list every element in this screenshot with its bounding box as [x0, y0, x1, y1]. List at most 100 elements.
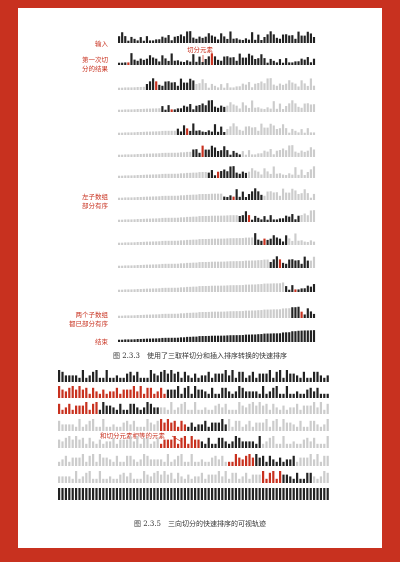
bar: [75, 457, 78, 466]
bar: [88, 471, 91, 483]
bar: [272, 101, 275, 112]
bar: [272, 34, 275, 43]
bar: [248, 441, 251, 448]
bar: [179, 108, 183, 112]
bar: [211, 443, 214, 448]
bar: [207, 426, 210, 431]
bar: [164, 195, 167, 200]
bar: [182, 263, 186, 268]
bar: [232, 166, 235, 178]
bar: [303, 241, 306, 245]
bar: [229, 238, 232, 245]
bar: [183, 478, 187, 483]
bar: [260, 240, 263, 245]
bar: [238, 129, 241, 135]
bar: [133, 242, 136, 245]
bar: [319, 375, 323, 382]
bar: [244, 126, 248, 135]
bar: [292, 441, 295, 448]
caption: 图 2.3.3 使用了三取样切分和插入排序转换的快速排序: [113, 351, 287, 360]
bar: [197, 389, 200, 398]
bar: [204, 193, 207, 200]
bar: [71, 488, 74, 500]
bar: [167, 240, 170, 245]
bar: [126, 389, 129, 398]
bar: [257, 284, 260, 292]
bar: [245, 472, 248, 483]
bar: [213, 85, 217, 90]
bar: [217, 311, 220, 318]
bar: [229, 335, 232, 342]
bar: [294, 103, 297, 112]
bar: [254, 310, 257, 318]
bar: [266, 259, 269, 268]
bar: [145, 241, 149, 245]
bar: [192, 123, 195, 135]
bar: [268, 437, 272, 448]
bar: [92, 387, 95, 398]
bar: [133, 154, 136, 157]
bar: [309, 240, 312, 245]
bar: [127, 315, 130, 318]
bar: [210, 193, 213, 200]
bar: [189, 172, 192, 178]
bar: [224, 441, 227, 448]
bar: [189, 239, 192, 245]
bar: [285, 83, 288, 90]
bar: [155, 338, 158, 342]
bar: [217, 215, 220, 222]
bar: [260, 108, 263, 112]
bar: [118, 154, 121, 157]
bar: [285, 370, 289, 382]
bar: [251, 168, 254, 178]
bar: [177, 455, 180, 466]
bar: [269, 173, 272, 178]
bar: [124, 339, 127, 342]
bar: [124, 62, 127, 65]
bar: [112, 488, 115, 500]
bar: [265, 441, 268, 448]
bar: [166, 419, 170, 431]
bar: [173, 109, 176, 112]
bar: [255, 443, 258, 448]
bar: [61, 424, 64, 431]
bar: [296, 488, 299, 500]
bar: [306, 472, 309, 483]
bar: [161, 55, 164, 65]
bar: [282, 393, 285, 398]
bar: [279, 370, 282, 382]
bar: [109, 459, 112, 466]
bar: [272, 387, 275, 398]
bar: [183, 461, 187, 466]
bar: [126, 373, 129, 382]
bar: [194, 386, 197, 398]
bar: [241, 426, 244, 431]
bar: [272, 154, 275, 157]
bar: [198, 152, 201, 157]
bar: [121, 175, 124, 178]
bar: [176, 128, 179, 135]
bar: [291, 240, 294, 245]
bar: [192, 109, 195, 112]
bar: [155, 131, 158, 135]
bar: [275, 85, 278, 90]
bar: [176, 36, 179, 43]
bar: [213, 311, 217, 318]
bar: [288, 80, 291, 90]
bar: [309, 132, 312, 135]
bar: [266, 62, 269, 65]
bar: [143, 488, 146, 500]
bar: [289, 476, 292, 483]
bar: [112, 461, 115, 466]
bar: [142, 338, 145, 342]
bar: [247, 126, 251, 135]
bar: [263, 37, 266, 43]
bar: [130, 154, 133, 157]
bar: [297, 106, 300, 112]
bar: [180, 403, 183, 414]
bar: [132, 420, 136, 431]
bar: [170, 472, 173, 483]
bar: [285, 308, 288, 318]
bar: [163, 461, 166, 466]
bar: [167, 313, 170, 318]
